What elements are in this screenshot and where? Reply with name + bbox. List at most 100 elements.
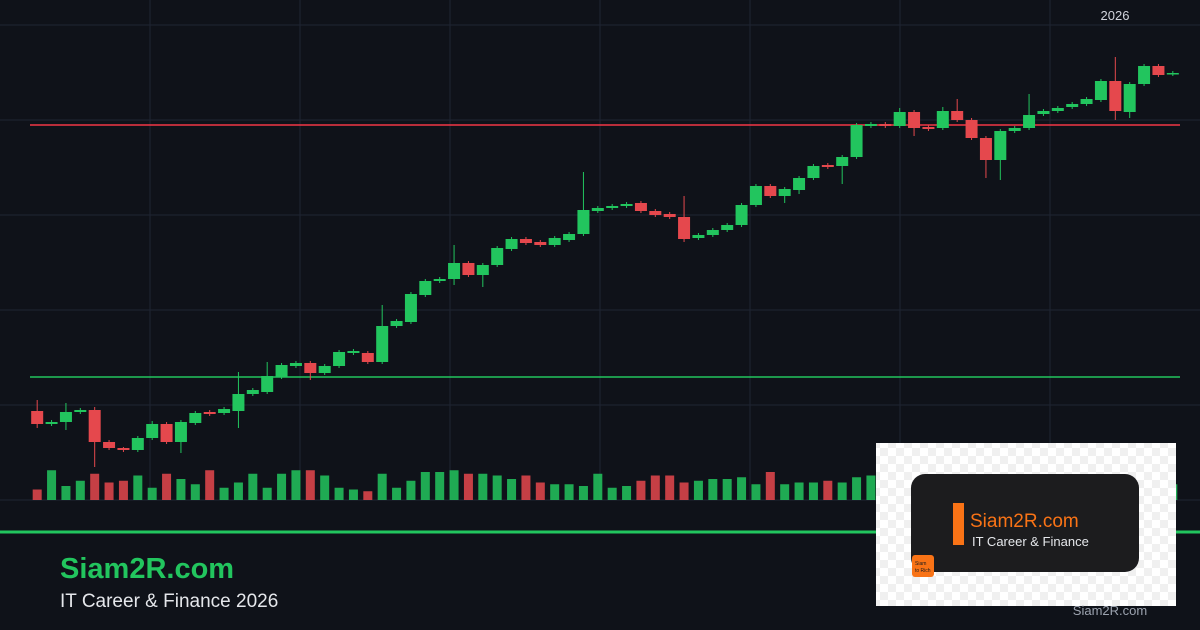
candle-body	[563, 234, 576, 240]
candle-body	[735, 205, 748, 225]
volume-bar	[478, 473, 488, 500]
candle-body	[88, 410, 101, 442]
volume-bar	[708, 479, 718, 500]
candle-body	[979, 138, 992, 160]
candle-body	[606, 206, 619, 208]
volume-bar	[679, 482, 689, 500]
volume-bar	[133, 475, 143, 500]
candle-body	[1008, 128, 1021, 131]
candle-body	[246, 390, 259, 394]
candle-body	[203, 412, 216, 414]
candle-body	[333, 352, 346, 366]
card-accent	[953, 503, 964, 545]
volume-bar	[521, 475, 531, 500]
volume-bar	[578, 486, 588, 500]
candle-body	[131, 438, 144, 450]
volume-bar	[535, 482, 545, 500]
volume-bar	[233, 482, 243, 500]
candle-body	[778, 189, 791, 196]
volume-bar	[61, 486, 71, 500]
candle-body	[361, 353, 374, 362]
candle-body	[951, 111, 964, 120]
volume-bar	[852, 477, 862, 500]
candle-body	[103, 442, 116, 448]
candle-body	[678, 217, 691, 239]
candle-body	[749, 186, 762, 205]
period-label: 2026	[1101, 8, 1130, 23]
volume-bar	[334, 487, 344, 500]
card-panel	[911, 474, 1139, 572]
volume-bar	[32, 489, 42, 500]
volume-bar	[636, 480, 646, 500]
candle-body	[706, 230, 719, 235]
candle-body	[649, 211, 662, 215]
volume-bar	[118, 480, 128, 500]
candle-body	[505, 239, 518, 249]
candle-body	[347, 351, 360, 353]
candle-body	[289, 363, 302, 366]
candle-body	[59, 412, 72, 422]
volume-bar	[104, 482, 114, 500]
candle-body	[174, 422, 187, 442]
volume-bar	[607, 487, 617, 500]
candle-body	[1152, 66, 1165, 75]
candle-body	[419, 281, 432, 295]
candle-body	[893, 112, 906, 126]
candle-body	[577, 210, 590, 234]
candle-body	[534, 242, 547, 245]
volume-bar	[147, 487, 157, 500]
volume-bar	[162, 473, 172, 500]
volume-bar	[176, 479, 186, 500]
volume-bar	[406, 480, 416, 500]
volume-bar	[765, 472, 775, 500]
volume-bar	[190, 484, 200, 500]
candle-body	[620, 204, 633, 206]
candle-body	[261, 376, 274, 392]
volume-bar	[622, 486, 632, 500]
candle-body	[476, 265, 489, 275]
volume-bar	[794, 482, 804, 500]
volume-bar	[392, 487, 402, 500]
candle-body	[462, 263, 475, 275]
candle-body	[548, 238, 561, 245]
card-badge-text: to Rich	[915, 568, 931, 574]
candle-body	[793, 178, 806, 190]
candle-body	[404, 294, 417, 322]
volume-bar	[665, 475, 675, 500]
candle-body	[31, 411, 44, 424]
candle-body	[591, 208, 604, 211]
candle-body	[1080, 99, 1093, 104]
candle-body	[879, 124, 892, 126]
volume-bar	[377, 473, 387, 500]
brand-title: Siam2R.com	[60, 553, 234, 585]
card-title: Siam2R.com	[970, 511, 1079, 532]
candle-body	[821, 165, 834, 167]
candle-body	[1166, 73, 1179, 75]
candle-body	[491, 248, 504, 265]
candle-body	[922, 127, 935, 129]
candle-body	[390, 321, 403, 326]
candle-body	[692, 235, 705, 238]
card-badge	[912, 555, 934, 577]
volume-bar	[435, 472, 445, 500]
candle-body	[45, 422, 58, 424]
volume-bar	[248, 473, 258, 500]
volume-bar	[420, 472, 430, 500]
volume-bar	[823, 480, 833, 500]
watermark: Siam2R.com	[1073, 603, 1147, 618]
volume-bar	[507, 479, 517, 500]
candle-body	[721, 225, 734, 230]
candle-body	[275, 365, 288, 377]
candle-body	[146, 424, 159, 438]
volume-bar	[262, 487, 272, 500]
candle-body	[304, 363, 317, 373]
candle-body	[160, 424, 173, 442]
candle-body	[663, 214, 676, 217]
volume-bar	[277, 473, 287, 500]
volume-bar	[320, 475, 330, 500]
candle-body	[1066, 104, 1079, 107]
plot	[30, 57, 1180, 500]
card-badge-text: Siam	[915, 561, 926, 567]
volume-bar	[449, 470, 459, 500]
